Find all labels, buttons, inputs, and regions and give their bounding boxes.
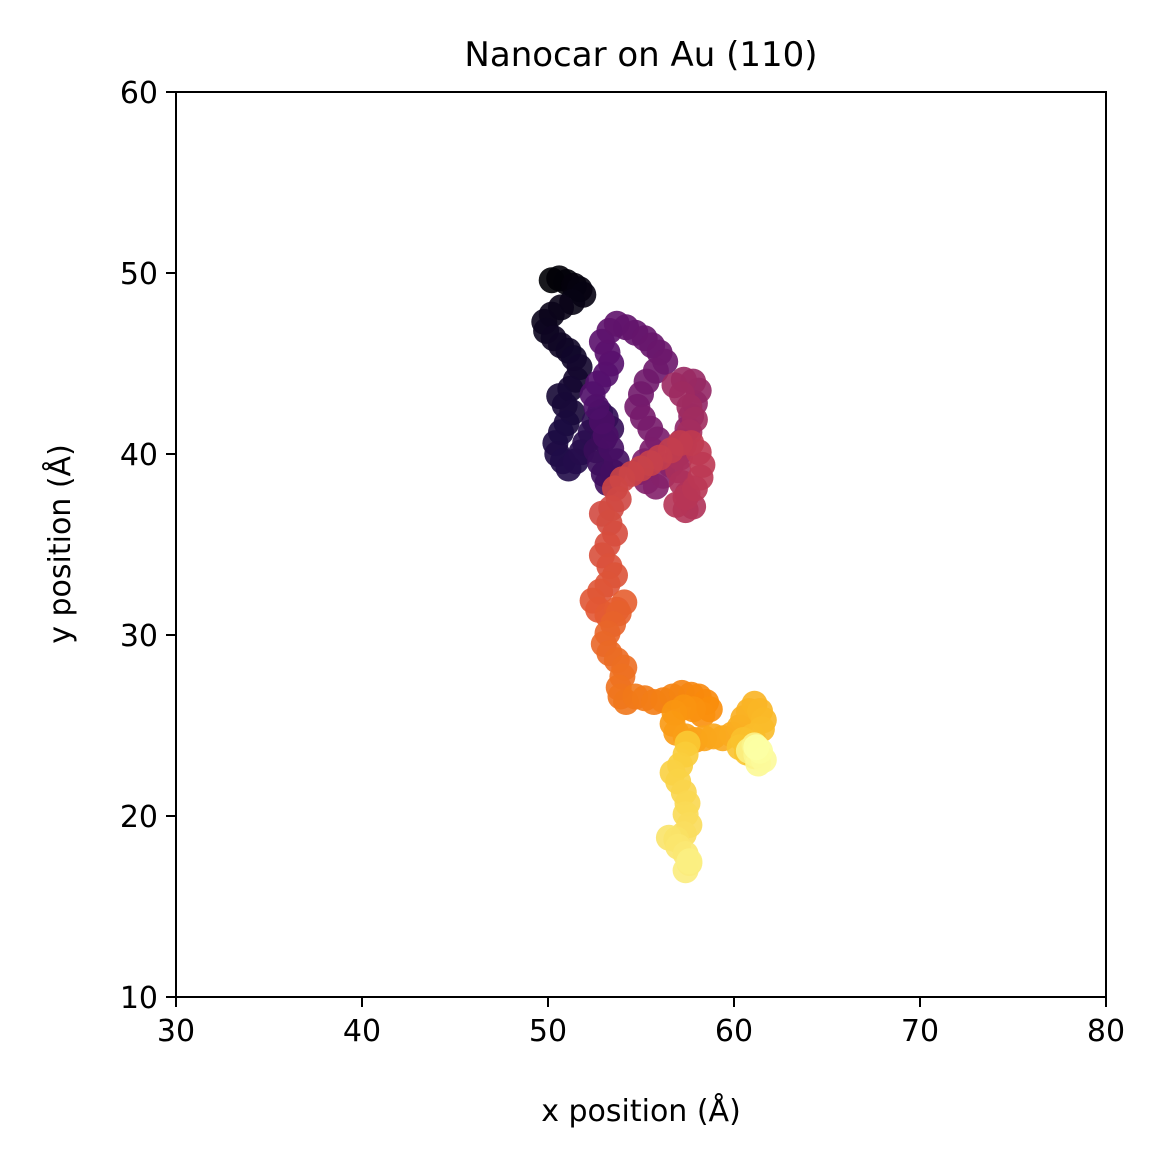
x-tick-label: 70 [901,1014,939,1049]
y-axis: 10 20 30 40 50 60 [120,76,176,1016]
x-tick-label: 80 [1087,1014,1125,1049]
x-axis: 30 40 50 60 70 80 [157,997,1125,1049]
x-tick-label: 40 [343,1014,381,1049]
x-tick-label: 50 [529,1014,567,1049]
y-tick-label: 30 [120,619,158,654]
chart-title: Nanocar on Au (110) [464,35,817,75]
scatter-point [743,734,770,761]
y-axis-label: y position (Å) [42,444,78,644]
y-tick-label: 10 [120,981,158,1016]
x-tick-label: 30 [157,1014,195,1049]
y-tick-label: 60 [120,76,158,111]
x-tick-label: 60 [715,1014,753,1049]
scatter-point [676,848,703,875]
y-tick-label: 40 [120,438,158,473]
y-tick-label: 50 [120,257,158,292]
plot-frame [175,91,1107,998]
x-axis-label: x position (Å) [541,1093,741,1129]
y-tick-label: 20 [120,800,158,835]
scatter-points [531,265,777,884]
